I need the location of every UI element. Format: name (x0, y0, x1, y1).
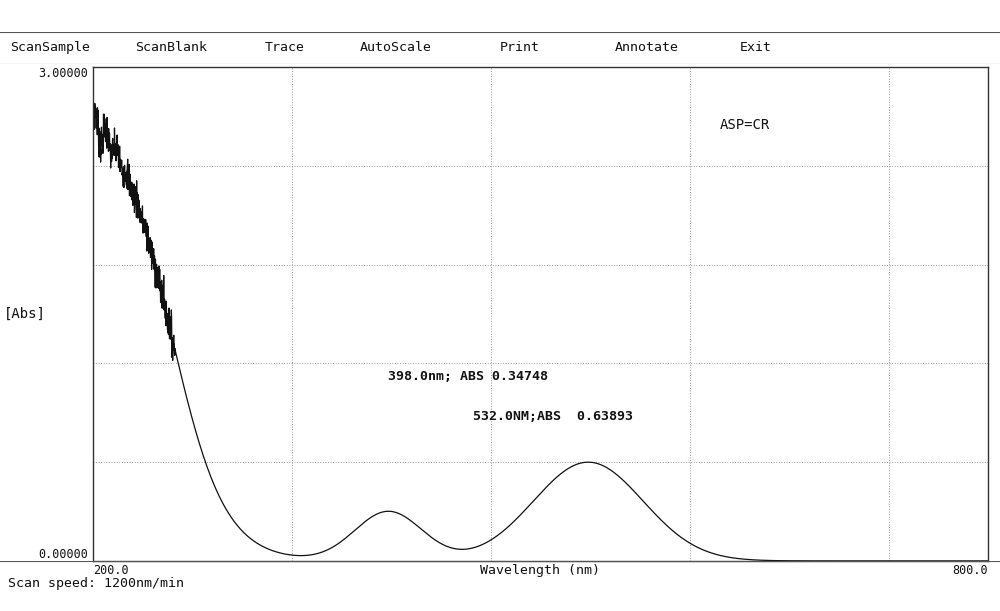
Text: Exit: Exit (740, 41, 772, 54)
Text: 398.0nm; ABS 0.34748: 398.0nm; ABS 0.34748 (388, 370, 548, 383)
Text: ASP=CR: ASP=CR (720, 118, 770, 132)
Text: [Abs]: [Abs] (4, 307, 46, 321)
Text: HELP: HELP (956, 9, 992, 23)
Text: 532.0NM;ABS  0.63893: 532.0NM;ABS 0.63893 (473, 409, 633, 423)
Text: Print: Print (500, 41, 540, 54)
Text: ScanSample: ScanSample (10, 41, 90, 54)
Text: ScanBlank: ScanBlank (135, 41, 207, 54)
Text: AutoScale: AutoScale (360, 41, 432, 54)
Text: Annotate: Annotate (615, 41, 679, 54)
Text: Trace: Trace (265, 41, 305, 54)
Text: Wavelength (nm): Wavelength (nm) (480, 564, 600, 577)
Text: 200.0: 200.0 (93, 564, 129, 577)
Text: RediScan: RediScan (8, 9, 81, 23)
Text: 3.00000: 3.00000 (38, 67, 88, 80)
Text: 0.00000: 0.00000 (38, 548, 88, 561)
Text: Scan speed: 1200nm/min: Scan speed: 1200nm/min (8, 577, 184, 590)
Text: 800.0: 800.0 (952, 564, 988, 577)
